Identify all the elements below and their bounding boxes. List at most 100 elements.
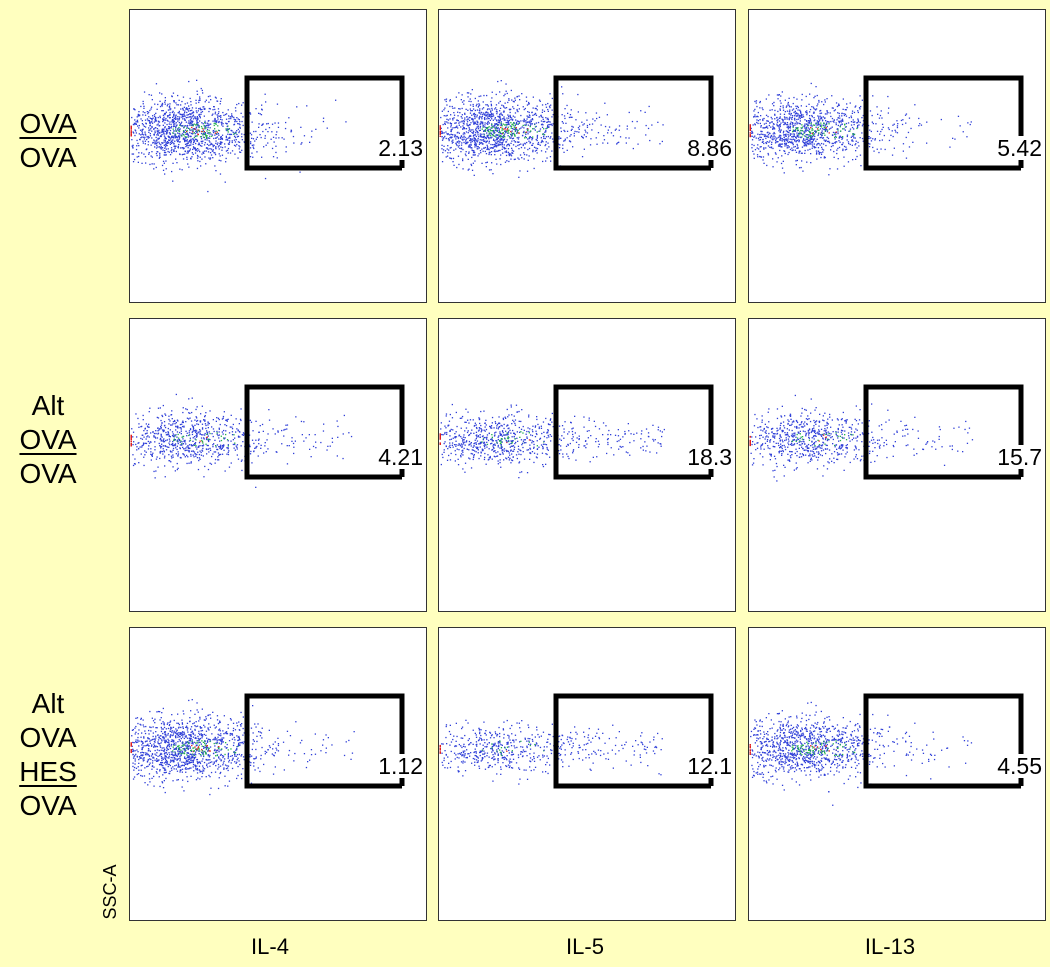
event-point bbox=[795, 127, 797, 129]
event-point bbox=[445, 427, 447, 429]
event-point bbox=[751, 143, 753, 146]
event-point bbox=[503, 95, 505, 97]
event-point bbox=[165, 439, 167, 442]
event-point bbox=[544, 120, 546, 123]
event-point bbox=[133, 158, 136, 161]
event-point bbox=[267, 433, 269, 435]
event-point bbox=[162, 110, 164, 112]
event-point bbox=[800, 166, 802, 169]
event-point bbox=[188, 116, 191, 118]
event-point bbox=[489, 131, 491, 133]
event-point bbox=[482, 101, 484, 103]
event-point bbox=[236, 446, 238, 448]
event-point bbox=[499, 138, 501, 140]
event-point bbox=[253, 144, 255, 146]
event-point bbox=[823, 132, 825, 134]
event-point bbox=[817, 129, 819, 131]
event-point bbox=[493, 138, 495, 140]
event-point bbox=[801, 136, 803, 138]
event-point bbox=[221, 137, 223, 139]
event-point bbox=[178, 110, 180, 113]
event-point bbox=[808, 135, 810, 137]
event-point bbox=[210, 142, 212, 145]
event-point bbox=[862, 120, 865, 122]
event-point bbox=[179, 447, 181, 450]
event-point bbox=[243, 141, 245, 143]
event-point bbox=[169, 129, 172, 132]
event-point bbox=[528, 147, 531, 150]
event-point bbox=[252, 156, 254, 158]
event-point bbox=[195, 446, 197, 448]
event-point bbox=[158, 141, 160, 143]
event-point bbox=[500, 126, 502, 129]
event-point bbox=[186, 139, 188, 141]
event-point bbox=[477, 125, 479, 127]
event-point bbox=[285, 424, 287, 426]
event-point bbox=[856, 155, 858, 158]
event-point bbox=[203, 476, 205, 478]
event-point bbox=[837, 124, 839, 127]
event-point bbox=[506, 119, 508, 121]
event-point bbox=[167, 432, 170, 434]
event-point bbox=[220, 435, 222, 437]
event-point bbox=[583, 134, 585, 136]
event-point bbox=[842, 149, 844, 152]
event-point bbox=[793, 111, 795, 114]
event-point bbox=[818, 116, 820, 118]
event-point bbox=[529, 136, 531, 139]
event-point bbox=[200, 413, 202, 415]
event-point bbox=[132, 464, 135, 467]
event-point bbox=[771, 118, 773, 120]
event-point bbox=[857, 110, 859, 112]
event-point bbox=[806, 124, 809, 126]
event-point bbox=[192, 114, 195, 116]
event-point bbox=[190, 453, 192, 456]
event-point bbox=[884, 148, 886, 151]
event-point bbox=[237, 157, 239, 159]
event-point bbox=[520, 431, 522, 433]
event-point bbox=[954, 138, 956, 140]
event-point bbox=[260, 136, 262, 139]
event-point bbox=[301, 434, 303, 436]
event-point bbox=[778, 94, 780, 96]
event-point bbox=[896, 125, 899, 127]
event-point bbox=[502, 418, 505, 421]
event-point bbox=[547, 117, 549, 119]
event-point bbox=[150, 448, 152, 450]
event-point bbox=[177, 140, 179, 142]
event-point bbox=[514, 127, 516, 129]
event-point bbox=[505, 130, 507, 132]
event-point bbox=[820, 153, 823, 155]
event-point bbox=[473, 150, 475, 152]
event-point bbox=[526, 430, 528, 433]
event-point bbox=[154, 449, 156, 451]
event-point bbox=[186, 132, 188, 134]
event-point bbox=[163, 429, 165, 431]
event-point bbox=[765, 114, 768, 116]
event-point bbox=[164, 455, 166, 457]
event-point bbox=[568, 116, 571, 119]
event-point bbox=[211, 114, 213, 116]
event-point bbox=[193, 128, 195, 130]
event-point bbox=[791, 149, 793, 152]
event-point bbox=[767, 115, 769, 118]
event-point bbox=[510, 445, 513, 447]
event-point bbox=[452, 127, 454, 129]
event-point bbox=[809, 138, 811, 140]
event-point bbox=[171, 111, 173, 114]
event-point bbox=[273, 141, 275, 143]
event-point bbox=[191, 109, 193, 111]
event-point bbox=[197, 125, 199, 127]
event-point bbox=[445, 131, 447, 133]
event-point bbox=[315, 441, 317, 443]
event-point bbox=[195, 102, 197, 104]
event-point bbox=[564, 108, 566, 110]
event-point bbox=[494, 118, 496, 120]
event-point bbox=[506, 144, 509, 146]
event-point bbox=[196, 122, 198, 125]
event-point bbox=[148, 120, 150, 122]
event-point bbox=[759, 136, 761, 138]
event-point bbox=[137, 442, 139, 444]
event-point bbox=[806, 123, 808, 125]
event-point bbox=[169, 450, 172, 452]
